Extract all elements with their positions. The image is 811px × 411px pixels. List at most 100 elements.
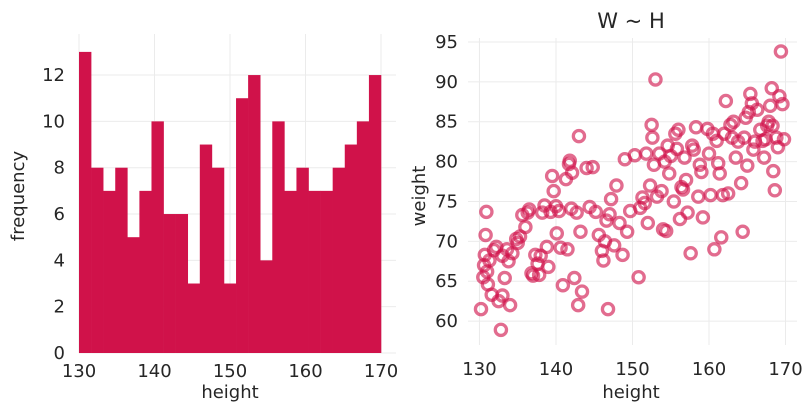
scatter-point [531, 267, 547, 283]
histogram-y-tick-label: 10 [42, 111, 65, 132]
scatter-point [560, 242, 575, 257]
scatter-y-tick-label: 60 [435, 311, 458, 332]
scatter-point [661, 166, 677, 181]
scatter-point [688, 120, 704, 135]
histogram-bar [139, 190, 152, 353]
histogram-x-axis-label: height [201, 382, 258, 403]
scatter-point [642, 178, 658, 193]
histogram-x-tick-label: 130 [62, 361, 96, 382]
histogram-bar [344, 144, 358, 353]
scatter-point [718, 93, 734, 109]
histogram-y-tick-label: 12 [42, 65, 65, 86]
scatter-point [765, 118, 780, 133]
scatter-point [658, 223, 674, 239]
histogram-bar [211, 167, 225, 353]
histogram-bar [223, 283, 237, 353]
histogram-bar [296, 167, 309, 353]
histogram-bar [308, 190, 321, 353]
scatter-point [553, 240, 568, 255]
scatter-point [631, 269, 646, 285]
scatter-point [574, 284, 590, 299]
scatter-point [756, 150, 772, 165]
scatter-point [603, 191, 619, 207]
scatter-point [746, 142, 761, 157]
scatter-point [573, 224, 588, 240]
scatter-point [473, 301, 489, 317]
histogram-bar [356, 121, 370, 353]
scatter-point [619, 224, 635, 240]
histogram-x-tick-label: 150 [213, 361, 247, 382]
scatter-point [671, 122, 686, 137]
histogram-bar [163, 214, 176, 353]
scatter-point [691, 189, 706, 204]
histogram-panel: 130 140 150 160 170 0 2 4 6 8 10 12 height frequen… [8, 34, 398, 403]
histogram-bar [260, 260, 273, 353]
scatter-point [596, 253, 611, 268]
scatter-y-tick-label: 75 [435, 191, 458, 212]
scatter-y-ticks: 60 65 70 75 80 85 90 95 [435, 32, 458, 332]
histogram-bar [91, 167, 104, 353]
scatter-point [680, 205, 695, 220]
histogram-bar [115, 167, 128, 353]
scatter-point [644, 117, 659, 133]
histogram-y-axis-label: frequency [8, 151, 29, 242]
scatter-x-tick-label: 140 [539, 359, 573, 380]
scatter-point [602, 206, 617, 222]
scatter-point [615, 247, 630, 263]
scatter-point [709, 133, 724, 149]
scatter-points [473, 44, 792, 338]
scatter-title: W ~ H [597, 9, 665, 33]
scatter-grid [468, 38, 797, 345]
histogram-x-tick-label: 140 [137, 361, 171, 382]
scatter-point [567, 270, 582, 286]
histogram-x-tick-label: 170 [364, 361, 398, 382]
scatter-point [588, 204, 604, 220]
scatter-point [541, 259, 556, 275]
scatter-point [740, 158, 755, 173]
histogram-bar [236, 98, 249, 354]
scatter-point [683, 246, 698, 261]
scatter-x-tick-label: 130 [462, 359, 496, 380]
scatter-point [749, 102, 765, 118]
scatter-point [666, 194, 682, 209]
histogram-bar [272, 121, 285, 353]
scatter-x-ticks: 130 140 150 160 170 [462, 359, 802, 380]
histogram-bar [332, 167, 346, 353]
scatter-point [648, 72, 663, 87]
scatter-point [478, 227, 493, 243]
histogram-bar [103, 190, 116, 353]
scatter-x-tick-label: 150 [615, 359, 649, 380]
scatter-point [495, 288, 510, 303]
scatter-point [612, 215, 627, 231]
scatter-y-tick-label: 65 [435, 271, 458, 292]
histogram-bar [175, 214, 189, 353]
scatter-y-tick-label: 90 [435, 72, 458, 93]
scatter-point [544, 168, 560, 184]
scatter-point [692, 157, 708, 173]
scatter-point [497, 270, 512, 286]
scatter-point [772, 88, 787, 104]
scatter-point [694, 164, 709, 180]
scatter-point [723, 117, 738, 133]
scatter-point [640, 215, 656, 231]
scatter-point [735, 224, 750, 240]
histogram-x-ticks: 130 140 150 160 170 [62, 361, 398, 382]
scatter-point [518, 219, 533, 235]
scatter-point [714, 230, 729, 245]
scatter-y-tick-label: 70 [435, 231, 458, 252]
histogram-y-ticks: 0 2 4 6 8 10 12 [42, 65, 65, 364]
histogram-bar [127, 237, 140, 353]
histogram-bar [79, 51, 92, 353]
scatter-point [570, 297, 586, 313]
histogram-x-tick-label: 160 [288, 361, 322, 382]
scatter-point [639, 146, 654, 161]
scatter-point [677, 150, 692, 165]
scatter-point [775, 96, 790, 112]
scatter-point [669, 141, 685, 157]
histogram-bar [187, 283, 201, 353]
scatter-panel: 130 140 150 160 170 60 65 70 75 80 85 90 95 W ~ H h… [409, 9, 803, 403]
scatter-point [539, 239, 555, 255]
scatter-point [637, 195, 652, 211]
scatter-point [521, 202, 537, 217]
